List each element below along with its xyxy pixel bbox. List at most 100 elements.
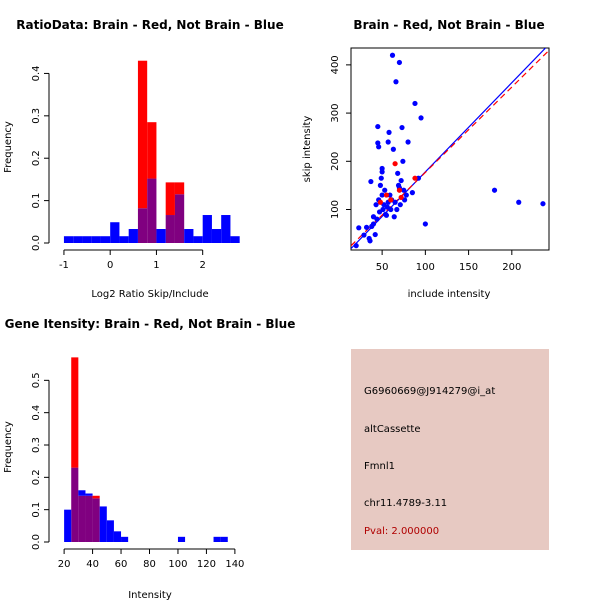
ratio-y-tick-label: 0.1: [31, 193, 42, 209]
scatter-y-tick-label: 400: [330, 55, 341, 74]
not-brain-point: [376, 144, 382, 150]
ratio-bar-not-brain: [202, 215, 212, 243]
ratio-bar-overlap: [174, 194, 185, 243]
ratio-histogram-axes: -1 0 1 2 0.0 0.1 0.2 0.3 0.4: [31, 65, 206, 271]
not-brain-point: [377, 182, 383, 188]
ratio-bar-brain: [165, 182, 175, 216]
not-brain-point: [401, 187, 407, 193]
ratio-bar-not-brain: [230, 236, 240, 243]
not-brain-point: [418, 115, 424, 121]
intensity-bar-not-brain: [121, 536, 129, 542]
probe-id: G6960669@J914279@i_at: [364, 386, 496, 397]
ratio-histogram-panel: RatioData: Brain - Red, Not Brain - Blue…: [3, 18, 284, 300]
ratio-y-tick-label: 0.2: [31, 150, 42, 166]
ratio-bar-not-brain: [211, 229, 222, 243]
intensity-bar-overlap: [92, 498, 100, 542]
not-brain-point: [395, 170, 401, 176]
intensity-histogram-xlabel: Intensity: [128, 590, 172, 600]
ratio-bar-not-brain: [63, 236, 74, 243]
intensity-bar-not-brain: [99, 506, 107, 542]
not-brain-point: [516, 199, 522, 205]
not-brain-point: [390, 146, 396, 152]
not-brain-point: [397, 202, 403, 208]
ratio-y-tick-label: 0.3: [31, 108, 42, 124]
ratio-bar-not-brain: [110, 222, 120, 243]
probe-info-panel: G6960669@J914279@i_at altCassette Fmnl1 …: [351, 349, 549, 550]
intensity-y-tick-label: 0.0: [31, 534, 42, 550]
brain-point: [412, 175, 418, 181]
scatter-points: [353, 52, 546, 249]
scatter-plot-box: [350, 47, 550, 251]
not-brain-point: [396, 59, 403, 66]
ratio-histogram-bars: [63, 60, 240, 243]
intensity-bar-not-brain: [220, 536, 228, 542]
ratio-bar-brain: [174, 182, 185, 195]
not-brain-point: [367, 238, 373, 244]
intensity-x-tick-label: 40: [86, 559, 99, 570]
intensity-bar-not-brain: [78, 490, 86, 496]
ratio-bar-brain: [147, 122, 157, 179]
intensity-x-tick-label: 80: [143, 559, 156, 570]
not-brain-point: [370, 221, 377, 227]
scatter-y-tick-label: 200: [330, 152, 341, 171]
not-brain-point: [380, 206, 386, 213]
not-brain-point: [394, 206, 400, 213]
scatter-title: Brain - Red, Not Brain - Blue: [353, 18, 544, 32]
gene-name: Fmnl1: [364, 461, 395, 472]
not-brain-point: [393, 79, 399, 85]
intensity-y-tick-label: 0.3: [31, 437, 42, 453]
scatter-x-tick-label: 150: [459, 262, 478, 273]
ratio-histogram-title: RatioData: Brain - Red, Not Brain - Blue: [16, 18, 283, 32]
intensity-histogram-bars: [64, 357, 228, 542]
scatter-panel: Brain - Red, Not Brain - Blue 50 100 150 20…: [302, 18, 550, 300]
not-brain-point: [372, 231, 378, 238]
brain-point: [398, 194, 404, 201]
intensity-bar-not-brain: [85, 493, 93, 496]
ratio-bar-overlap: [137, 208, 148, 243]
ratio-bar-not-brain: [193, 236, 203, 243]
ratio-bar-not-brain: [119, 236, 129, 243]
intensity-y-tick-label: 0.4: [31, 405, 42, 421]
not-brain-point: [540, 201, 546, 207]
ratio-bar-overlap: [147, 178, 157, 243]
scatter-ylabel: skip intensity: [302, 116, 313, 183]
not-brain-point: [400, 158, 406, 164]
ratio-bar-not-brain: [156, 229, 166, 243]
not-brain-point: [353, 243, 359, 249]
intensity-x-tick-label: 100: [168, 559, 187, 570]
not-brain-point: [409, 190, 415, 196]
intensity-x-tick-label: 20: [58, 559, 71, 570]
intensity-bar-overlap: [71, 467, 79, 542]
ratio-bar-not-brain: [100, 236, 111, 243]
not-brain-point: [388, 206, 394, 213]
scatter-y-tick-label: 300: [330, 104, 341, 123]
not-brain-point: [363, 224, 370, 230]
intensity-x-tick-label: 140: [225, 559, 244, 570]
intensity-bar-not-brain: [113, 531, 122, 542]
intensity-y-tick-label: 0.1: [31, 502, 42, 518]
ratio-histogram-xlabel: Log2 Ratio Skip/Include: [91, 289, 208, 300]
ratio-bar-not-brain: [221, 215, 231, 243]
not-brain-point: [422, 221, 428, 227]
intensity-bar-not-brain: [213, 536, 221, 542]
not-brain-point: [412, 100, 418, 107]
not-brain-point: [382, 187, 388, 193]
not-brain-point: [375, 123, 381, 130]
ratio-bar-brain: [137, 60, 148, 209]
chromosome-location: chr11.4789-3.11: [364, 498, 448, 509]
ratio-bar-not-brain: [184, 229, 194, 243]
ratio-histogram-ylabel: Frequency: [3, 121, 14, 173]
not-brain-point: [405, 139, 411, 145]
brain-point: [383, 192, 390, 198]
not-brain-point: [386, 129, 392, 135]
ratio-x-tick-label: 1: [153, 260, 159, 271]
brain-point: [388, 197, 394, 203]
intensity-y-tick-label: 0.5: [31, 372, 42, 388]
ratio-bar-not-brain: [91, 236, 101, 243]
not-brain-point: [398, 177, 404, 184]
brain-fit-line: [351, 49, 549, 247]
not-brain-point: [368, 178, 374, 185]
ratio-bar-not-brain: [82, 236, 92, 243]
ratio-y-tick-label: 0.4: [31, 65, 42, 81]
